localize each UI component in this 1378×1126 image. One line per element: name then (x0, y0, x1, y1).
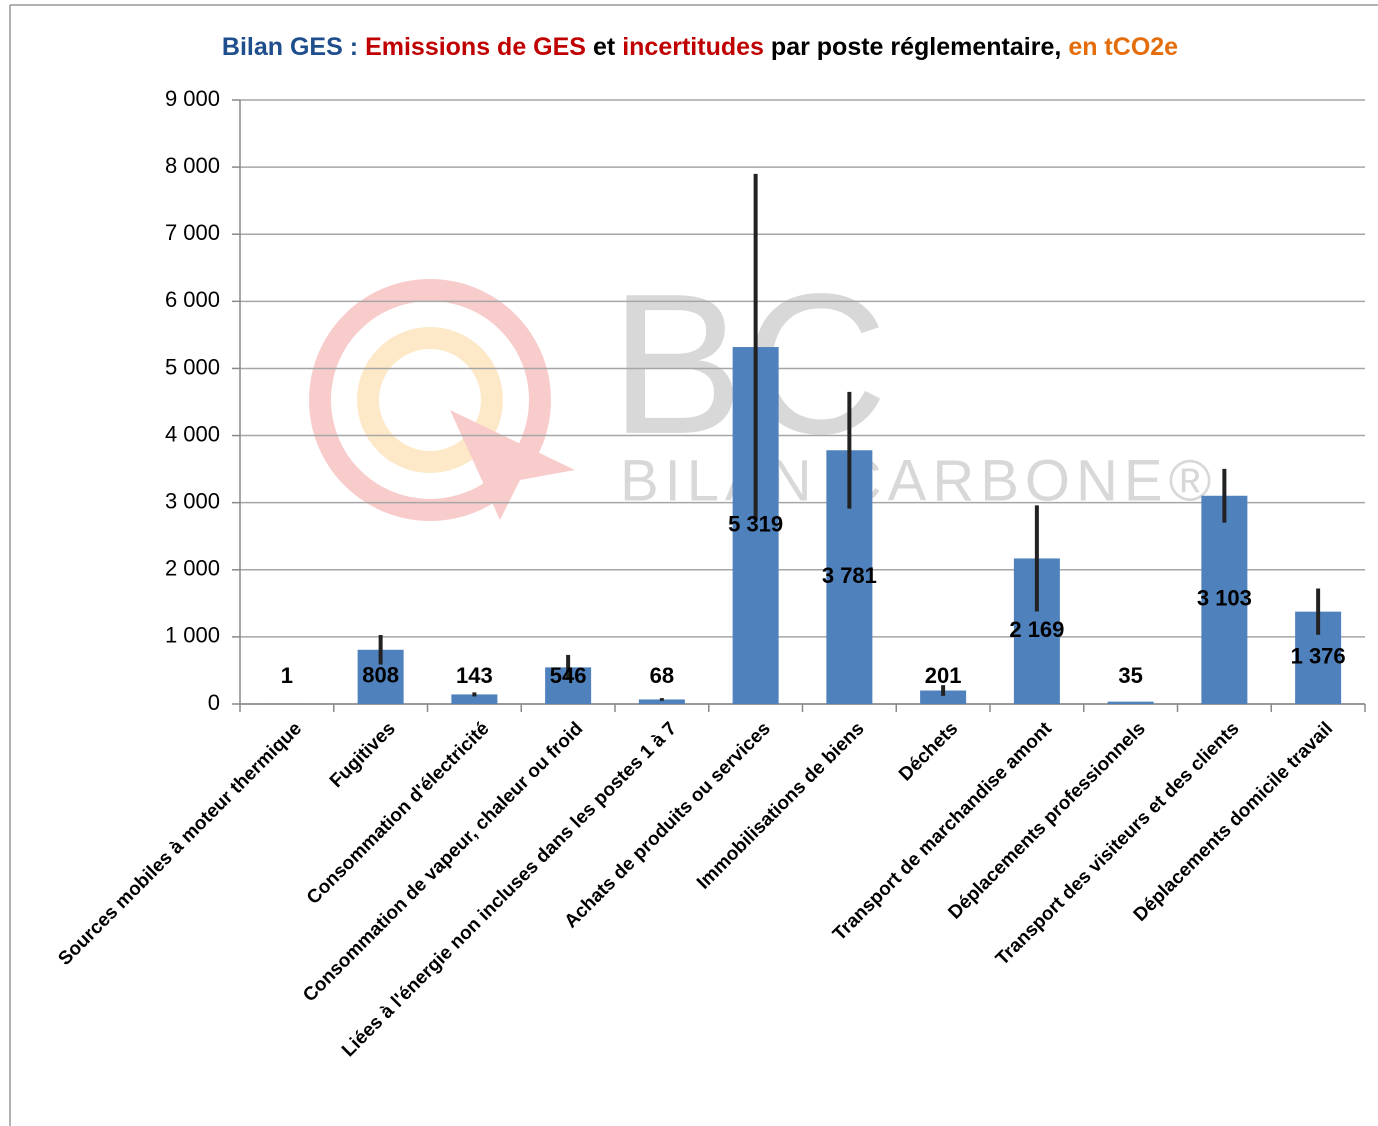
title-part: et (593, 33, 616, 61)
title-part: Bilan GES : (222, 33, 358, 61)
y-tick-label: 7 000 (165, 220, 220, 245)
value-label: 3 781 (822, 563, 877, 588)
bar (1107, 701, 1154, 704)
y-tick-label: 0 (208, 690, 220, 715)
value-label: 3 103 (1197, 586, 1252, 611)
y-tick-label: 1 000 (165, 623, 220, 648)
y-tick-label: 3 000 (165, 488, 220, 513)
bar (920, 690, 967, 704)
value-label: 68 (650, 663, 674, 688)
value-label: 143 (456, 663, 493, 688)
watermark-ring (309, 279, 551, 521)
title-part: en tCO2e (1068, 33, 1178, 61)
title-part: incertitudes (622, 33, 764, 61)
watermark-arrow (450, 410, 575, 520)
value-label: 546 (550, 663, 587, 688)
y-tick-label: 4 000 (165, 421, 220, 446)
value-label: 201 (925, 663, 962, 688)
value-label: 35 (1118, 663, 1142, 688)
y-tick-label: 5 000 (165, 354, 220, 379)
bar (451, 694, 498, 704)
y-tick-label: 8 000 (165, 153, 220, 178)
value-label: 1 (281, 663, 293, 688)
chart-title: Bilan GES : Emissions de GES et incertitude… (222, 33, 1178, 61)
watermark-ring (357, 327, 503, 473)
y-tick-label: 9 000 (165, 86, 220, 111)
watermark-text: BILAN CARBONE® (620, 448, 1217, 513)
value-label: 2 169 (1009, 617, 1064, 642)
value-label: 5 319 (728, 511, 783, 536)
y-tick-label: 2 000 (165, 556, 220, 581)
title-part: par poste réglementaire, (771, 33, 1061, 61)
y-tick-label: 6 000 (165, 287, 220, 312)
bar (638, 699, 685, 704)
title-part: Emissions de GES (365, 33, 586, 61)
value-label: 808 (362, 663, 399, 688)
value-label: 1 376 (1291, 644, 1346, 669)
bar (1201, 495, 1248, 704)
